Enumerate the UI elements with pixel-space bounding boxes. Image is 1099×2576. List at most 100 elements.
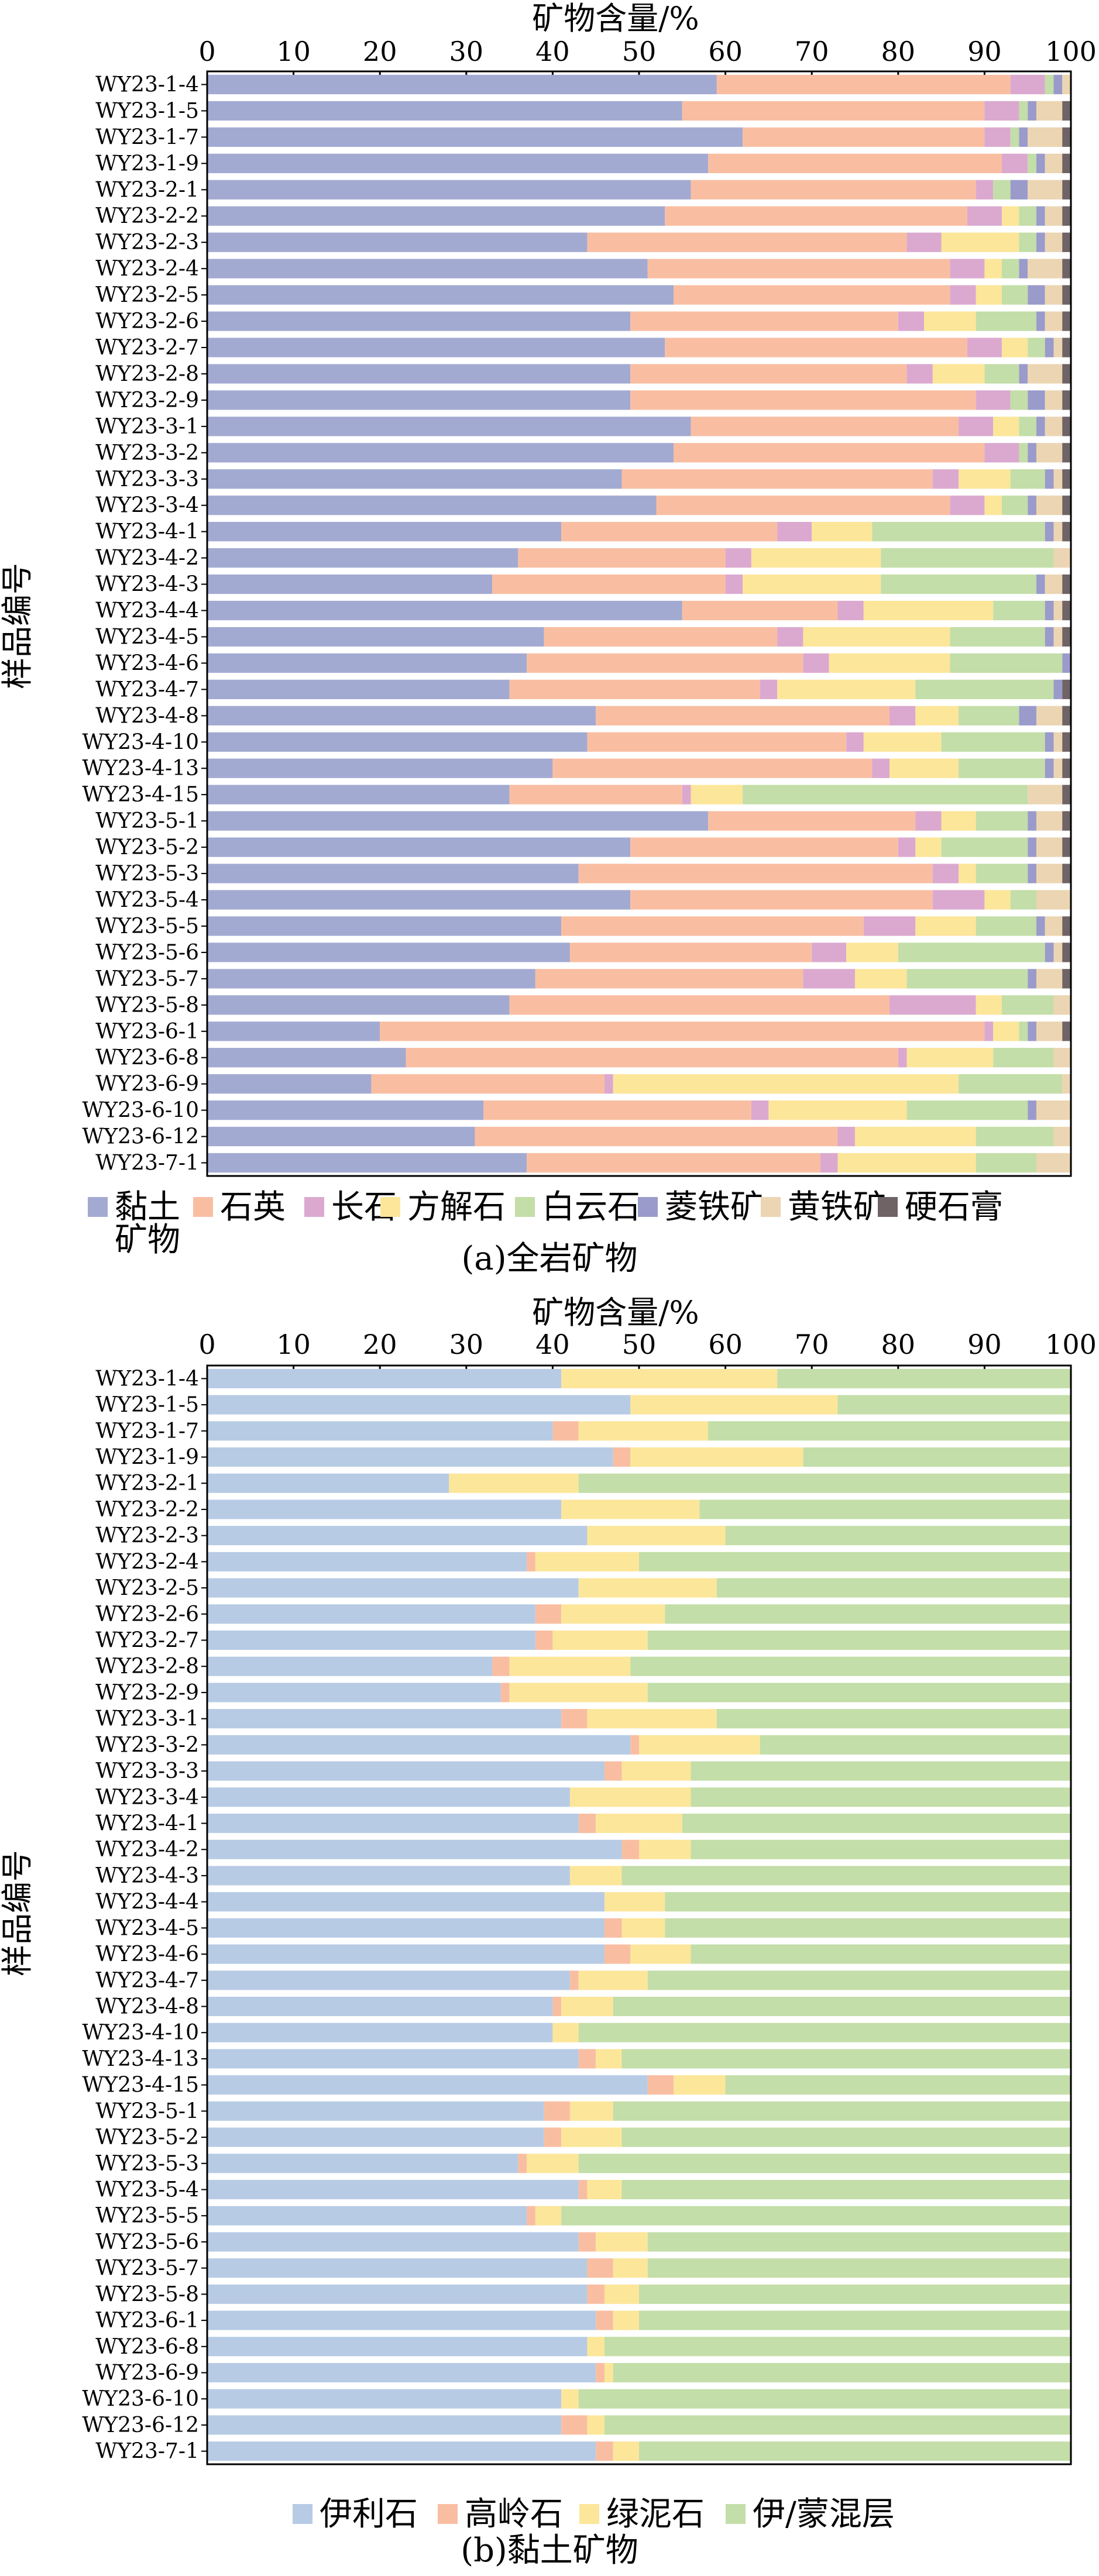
bar-segment-高岭石 (500, 1683, 510, 1703)
legend-label: 矿物 (115, 1221, 180, 1259)
bar-segment-石英 (743, 127, 985, 147)
bar-segment-方解石 (984, 496, 1002, 515)
category-label: WY23-6-12 (82, 2413, 199, 2437)
category-label: WY23-1-4 (95, 73, 199, 97)
category-label: WY23-2-3 (95, 231, 199, 254)
bar-segment-伊利石 (207, 1683, 501, 1703)
bar-row (207, 2337, 1071, 2357)
bar-row (207, 1656, 1071, 1676)
bar-segment-白云石 (1019, 206, 1036, 226)
bar-segment-方解石 (993, 417, 1019, 436)
category-label: WY23-2-3 (95, 1524, 199, 1548)
bar-segment-菱铁矿 (1045, 522, 1054, 542)
bar-segment-伊-蒙混层 (716, 1578, 1071, 1598)
bar-segment-硬石膏 (1062, 443, 1071, 463)
category-label: WY23-3-2 (95, 1733, 199, 1757)
category-label: WY23-2-5 (95, 283, 199, 307)
x-tick-label: 90 (967, 36, 1002, 67)
bar-segment-黏土矿物 (207, 390, 631, 410)
bar-segment-绿泥石 (509, 1683, 648, 1703)
bar-segment-白云石 (1019, 443, 1028, 463)
x-tick-label: 30 (449, 36, 484, 67)
bar-segment-伊-蒙混层 (725, 1526, 1071, 1546)
bar-segment-长石 (950, 259, 985, 278)
bar-row (207, 1761, 1071, 1781)
category-label: WY23-7-1 (95, 1151, 199, 1175)
bar-segment-长石 (906, 232, 942, 252)
bar-segment-绿泥石 (509, 1656, 631, 1676)
bar-row (207, 943, 1071, 962)
bar-segment-菱铁矿 (1036, 232, 1045, 252)
bar-segment-白云石 (1019, 232, 1036, 252)
category-label: WY23-1-7 (95, 125, 199, 149)
bar-segment-绿泥石 (613, 2310, 639, 2330)
bar-segment-黄铁矿 (1028, 259, 1063, 278)
bar-segment-菱铁矿 (1062, 653, 1071, 673)
bar-segment-白云石 (950, 627, 1045, 647)
bar-segment-伊-蒙混层 (837, 1395, 1071, 1415)
bar-segment-硬石膏 (1062, 259, 1071, 278)
bar-segment-石英 (535, 969, 803, 989)
category-label: WY23-1-5 (95, 1393, 199, 1417)
bar-row (207, 890, 1071, 910)
legend-label: 菱铁矿 (665, 1188, 763, 1226)
x-tick-label: 10 (276, 36, 311, 67)
bar-row (207, 1944, 1071, 1964)
bar-row (207, 1892, 1071, 1912)
category-label: WY23-3-1 (95, 1707, 199, 1731)
bar-segment-黏土矿物 (207, 74, 717, 95)
bar-segment-绿泥石 (596, 2049, 622, 2069)
panel-b-legend: 伊利石 高岭石 绿泥石 伊/蒙混层 (293, 2495, 895, 2533)
bar-segment-长石 (950, 285, 976, 305)
x-tick-label: 50 (622, 1329, 657, 1360)
bar-segment-绿泥石 (630, 1944, 691, 1964)
legend-item: 白云石 (515, 1188, 640, 1226)
bar-row (207, 2310, 1071, 2330)
bar-segment-方解石 (915, 837, 942, 857)
bar-segment-石英 (630, 364, 907, 384)
bar-segment-石英 (630, 890, 933, 910)
bar-segment-硬石膏 (1062, 232, 1071, 252)
bar-segment-绿泥石 (587, 2337, 605, 2357)
bar-segment-硬石膏 (1062, 311, 1071, 331)
bar-segment-石英 (682, 101, 985, 121)
bar-segment-石英 (483, 1100, 751, 1120)
bar-segment-长石 (984, 1022, 994, 1041)
x-tick-label: 80 (881, 36, 916, 67)
category-label: WY23-2-5 (95, 1576, 199, 1600)
bar-segment-石英 (665, 206, 967, 226)
legend-swatch (88, 1197, 108, 1217)
bar-segment-绿泥石 (674, 2075, 726, 2095)
bar-segment-伊-蒙混层 (621, 2179, 1071, 2200)
bar-segment-菱铁矿 (1036, 153, 1045, 173)
bar-segment-绿泥石 (613, 2441, 639, 2461)
bar-segment-黏土矿物 (207, 1048, 406, 1068)
bar-segment-方解石 (812, 522, 873, 542)
bar-row (207, 1839, 1071, 1859)
category-label: WY23-2-9 (95, 388, 199, 412)
bar-segment-绿泥石 (535, 2206, 562, 2226)
bar-row (207, 2389, 1071, 2409)
bar-segment-石英 (674, 443, 985, 463)
bar-segment-绿泥石 (604, 1892, 665, 1912)
category-label: WY23-4-3 (95, 1864, 199, 1888)
bar-segment-伊-蒙混层 (621, 2127, 1071, 2147)
bar-segment-伊-蒙混层 (760, 1735, 1071, 1755)
category-label: WY23-5-2 (95, 2126, 199, 2149)
bar-segment-白云石 (906, 1100, 1028, 1120)
bar-segment-伊利石 (207, 2075, 648, 2095)
category-label: WY23-5-6 (95, 2230, 199, 2254)
bar-segment-高岭石 (596, 2310, 613, 2330)
bar-segment-白云石 (743, 785, 1028, 804)
category-label: WY23-6-12 (82, 1125, 199, 1149)
bar-segment-硬石膏 (1062, 916, 1071, 936)
bar-row (207, 74, 1071, 95)
bar-segment-黄铁矿 (1036, 811, 1063, 831)
bar-segment-伊-蒙混层 (777, 1368, 1071, 1388)
bar-segment-石英 (691, 417, 959, 436)
bar-segment-长石 (837, 600, 864, 621)
legend-swatch (761, 1197, 781, 1217)
legend-item: 菱铁矿 (638, 1188, 763, 1226)
legend-label: 黄铁矿 (788, 1188, 886, 1226)
